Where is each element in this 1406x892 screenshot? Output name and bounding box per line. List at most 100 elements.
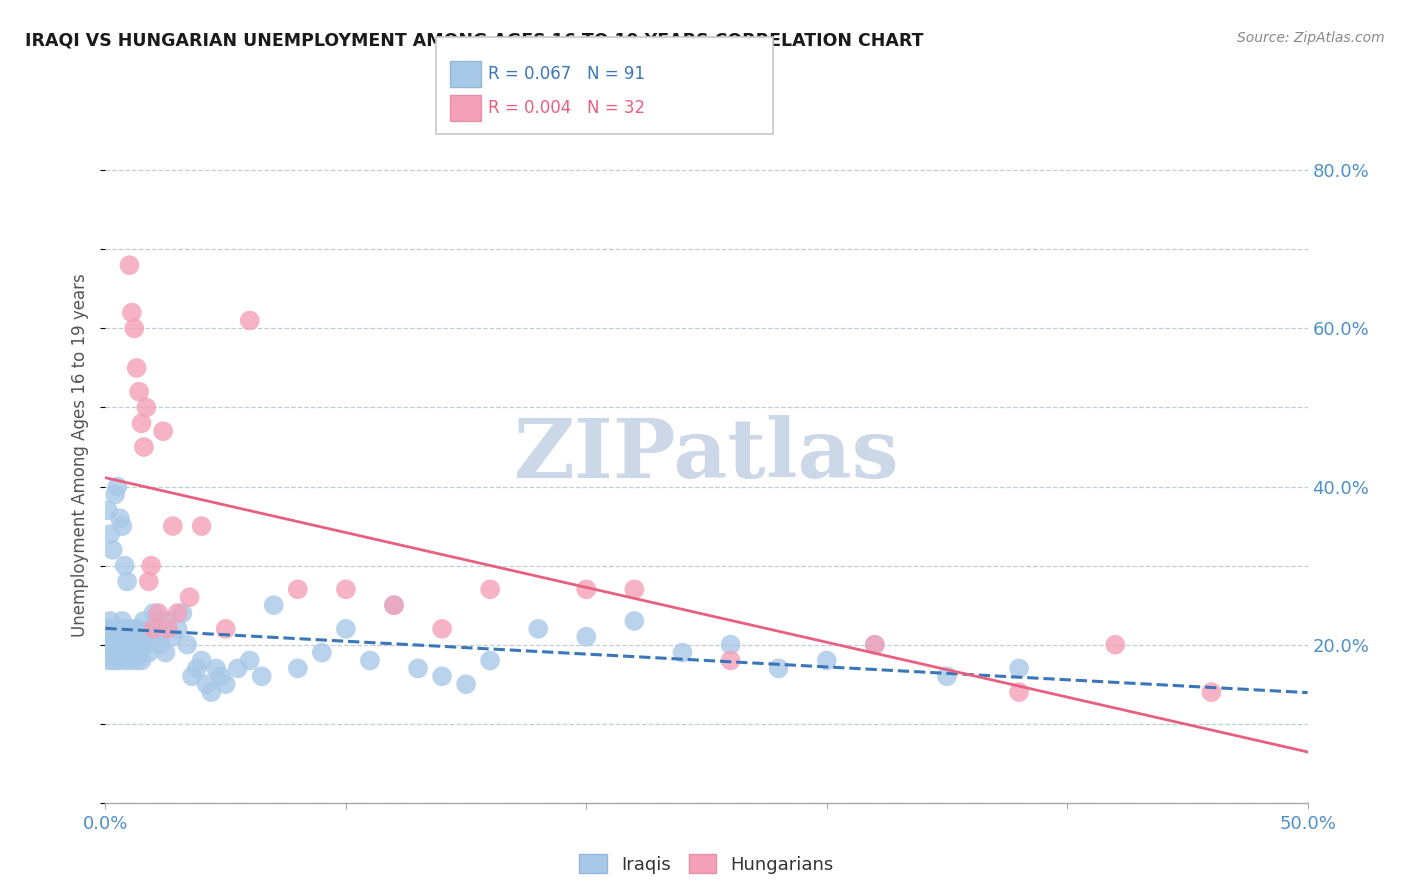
Point: [156, 614, 179, 628]
Point: [936, 669, 959, 683]
Point: [287, 582, 309, 597]
Point: [111, 630, 134, 644]
Point: [186, 661, 208, 675]
Point: [359, 653, 381, 667]
Legend: Iraqis, Hungarians: Iraqis, Hungarians: [572, 847, 841, 880]
Point: [239, 313, 262, 327]
Point: [128, 646, 150, 660]
Point: [156, 622, 179, 636]
Point: [145, 630, 167, 644]
Point: [209, 669, 232, 683]
Point: [311, 646, 333, 660]
Point: [108, 511, 131, 525]
Point: [125, 653, 148, 667]
Point: [454, 677, 477, 691]
Point: [98, 630, 121, 644]
Point: [155, 646, 177, 660]
Point: [181, 669, 204, 683]
Point: [250, 669, 273, 683]
Point: [623, 582, 645, 597]
Point: [149, 638, 172, 652]
Point: [406, 661, 429, 675]
Point: [214, 677, 236, 691]
Point: [107, 653, 129, 667]
Point: [671, 646, 693, 660]
Point: [479, 653, 502, 667]
Point: [176, 638, 198, 652]
Point: [190, 519, 212, 533]
Point: [101, 653, 124, 667]
Point: [1104, 638, 1126, 652]
Point: [152, 622, 174, 636]
Point: [200, 685, 222, 699]
Text: IRAQI VS HUNGARIAN UNEMPLOYMENT AMONG AGES 16 TO 19 YEARS CORRELATION CHART: IRAQI VS HUNGARIAN UNEMPLOYMENT AMONG AG…: [25, 31, 924, 49]
Point: [124, 638, 146, 652]
Point: [287, 661, 309, 675]
Point: [335, 582, 357, 597]
Point: [104, 630, 127, 644]
Point: [98, 646, 121, 660]
Point: [152, 424, 174, 438]
Point: [382, 598, 405, 612]
Point: [115, 646, 138, 660]
Point: [128, 384, 150, 399]
Point: [132, 614, 155, 628]
Point: [104, 646, 127, 660]
Point: [1201, 685, 1223, 699]
Point: [114, 558, 136, 573]
Point: [1008, 685, 1031, 699]
Point: [430, 622, 453, 636]
Point: [115, 574, 138, 589]
Point: [863, 638, 886, 652]
Point: [768, 661, 790, 675]
Point: [172, 606, 194, 620]
Text: Source: ZipAtlas.com: Source: ZipAtlas.com: [1237, 31, 1385, 45]
Point: [179, 591, 201, 605]
Point: [131, 653, 153, 667]
Point: [97, 622, 120, 636]
Point: [335, 622, 357, 636]
Point: [135, 638, 157, 652]
Point: [121, 630, 143, 644]
Point: [108, 646, 131, 660]
Point: [138, 646, 160, 660]
Point: [121, 646, 143, 660]
Point: [118, 258, 141, 272]
Point: [124, 321, 146, 335]
Point: [190, 653, 212, 667]
Point: [131, 638, 153, 652]
Point: [239, 653, 262, 667]
Point: [863, 638, 886, 652]
Y-axis label: Unemployment Among Ages 16 to 19 years: Unemployment Among Ages 16 to 19 years: [72, 273, 90, 637]
Point: [1008, 661, 1031, 675]
Point: [107, 638, 129, 652]
Point: [382, 598, 405, 612]
Point: [118, 653, 141, 667]
Point: [132, 630, 155, 644]
Point: [142, 606, 165, 620]
Text: R = 0.004   N = 32: R = 0.004 N = 32: [488, 99, 645, 117]
Point: [142, 622, 165, 636]
Point: [121, 305, 143, 319]
Point: [139, 622, 162, 636]
Text: R = 0.067   N = 91: R = 0.067 N = 91: [488, 65, 645, 83]
Point: [148, 614, 170, 628]
Point: [138, 574, 160, 589]
Point: [111, 519, 134, 533]
Point: [166, 622, 188, 636]
Point: [101, 638, 124, 652]
Point: [114, 653, 136, 667]
Point: [575, 582, 598, 597]
Point: [101, 622, 124, 636]
Point: [111, 614, 134, 628]
Point: [124, 622, 146, 636]
Point: [118, 622, 141, 636]
Point: [101, 542, 124, 557]
Point: [131, 417, 153, 431]
Point: [527, 622, 550, 636]
Point: [125, 630, 148, 644]
Point: [97, 653, 120, 667]
Point: [166, 606, 188, 620]
Point: [479, 582, 502, 597]
Point: [623, 614, 645, 628]
